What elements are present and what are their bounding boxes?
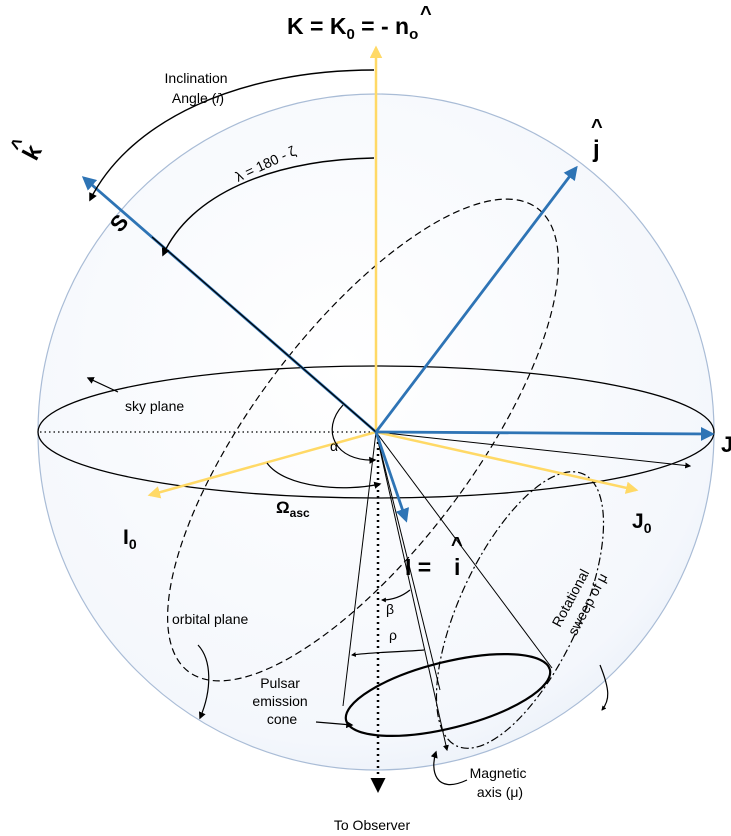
inclination-arc: [89, 69, 375, 202]
rotational-pointer: [599, 664, 609, 711]
I-equals-i-hat-label: I = i ^: [405, 534, 463, 580]
orbital-plane-label: orbital plane: [172, 611, 248, 627]
J0-label: J0: [632, 510, 652, 536]
rho-arc: [351, 649, 425, 657]
sweep-line-2: [375, 431, 449, 752]
sky-plane-label: sky plane: [125, 398, 184, 414]
inclination-label: Inclination Angle (i): [165, 70, 232, 106]
n-hat-glyph: ^: [420, 3, 432, 25]
vector-I-i-hat: [374, 431, 410, 523]
magnetic-pointer: [430, 750, 468, 786]
I0-label: I0: [123, 526, 137, 552]
to-observer-label: To Observer: [334, 817, 411, 833]
pulsar-pointer: [315, 720, 354, 729]
svg-text:I =: I =: [405, 554, 431, 580]
alpha-arc: [331, 404, 377, 464]
beta-arc: [381, 589, 411, 603]
cone-line-right: [375, 431, 553, 669]
magnetic-axis-label: Magnetic axis (μ): [470, 765, 531, 800]
J-right-label: J: [721, 432, 731, 457]
vector-I0: [147, 430, 377, 499]
vector-J0: [375, 430, 639, 494]
beta-label: β: [386, 601, 394, 617]
rho-label: ρ: [389, 627, 397, 643]
rotational-sweep-ellipse: [435, 471, 605, 749]
j-hat-label: j ^: [591, 116, 603, 163]
svg-text:j: j: [592, 136, 600, 163]
svg-text:^: ^: [591, 116, 603, 138]
top-axis-label: K = K0 = - no: [287, 13, 418, 43]
vector-j-hat: [374, 165, 578, 433]
k-hat-label: k ^: [6, 135, 47, 165]
cone-line-left: [342, 431, 377, 707]
svg-text:i: i: [454, 554, 460, 580]
magnetic-axis-line: [375, 431, 441, 691]
sweep-line-1: [375, 431, 692, 469]
pulsar-cone-label: Pulsar emission cone: [252, 675, 311, 727]
svg-text:^: ^: [451, 534, 463, 556]
orbital-plane-pointer: [197, 644, 210, 720]
emission-cone-ellipse: [344, 653, 552, 737]
lambda-arc: [161, 157, 375, 257]
alpha-label: α: [330, 438, 338, 454]
sky-plane-pointer: [86, 377, 119, 393]
vector-J: [375, 426, 715, 441]
omega-arc: [266, 462, 382, 489]
orbital-plane-ellipse: [167, 198, 559, 682]
omega-label: Ωasc: [276, 498, 310, 520]
vector-S-black: [151, 236, 377, 433]
